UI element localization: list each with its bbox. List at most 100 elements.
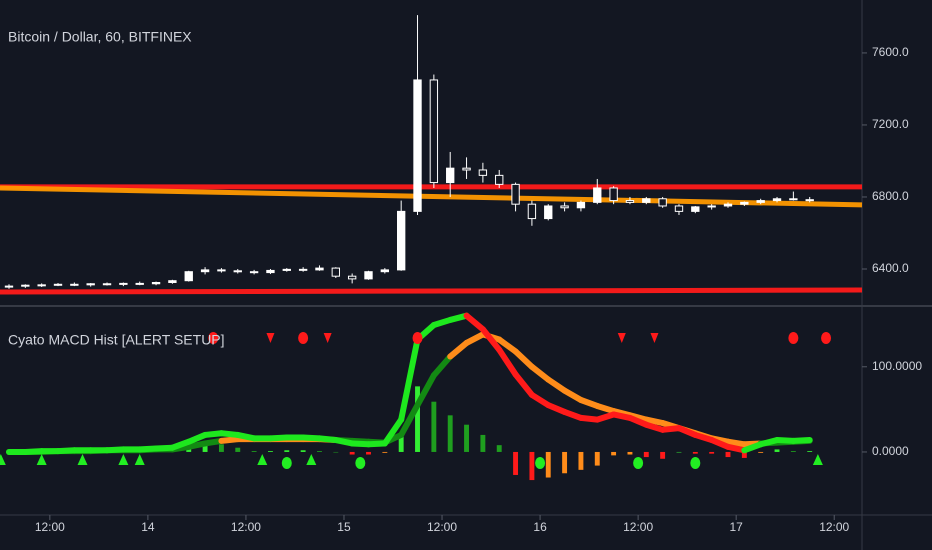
y-tick-label: 7200.0 bbox=[872, 117, 909, 131]
candle-body bbox=[789, 198, 798, 201]
histogram-bar bbox=[562, 451, 568, 474]
level-line bbox=[0, 185, 863, 208]
macd-line-segment bbox=[790, 437, 813, 444]
sell-arrow bbox=[617, 333, 626, 343]
candle-body bbox=[674, 205, 684, 212]
level-line bbox=[0, 287, 863, 295]
histogram-bar bbox=[496, 445, 502, 452]
buy-dot bbox=[281, 457, 292, 469]
candle-body bbox=[347, 275, 357, 280]
sell-dot bbox=[788, 332, 799, 344]
indicator-title: Cyato MACD Hist [ALERT SETUP] bbox=[8, 332, 225, 348]
histogram-bar bbox=[251, 451, 257, 452]
x-tick-label: 12:00 bbox=[231, 520, 261, 534]
buy-arrow bbox=[118, 454, 129, 465]
buy-arrow bbox=[812, 454, 823, 465]
candle-body bbox=[397, 210, 406, 271]
histogram-bar bbox=[202, 443, 208, 452]
x-tick-label: 14 bbox=[141, 520, 155, 534]
histogram-bar bbox=[431, 401, 437, 452]
candle-body bbox=[200, 269, 210, 273]
candle-body bbox=[282, 268, 291, 271]
sell-dot bbox=[821, 332, 832, 344]
macd-line-segment bbox=[528, 363, 552, 383]
candle-body bbox=[86, 283, 95, 286]
buy-arrow bbox=[257, 454, 268, 465]
histogram-bar bbox=[660, 451, 666, 459]
macd-line-segment bbox=[479, 326, 503, 353]
histogram-bar bbox=[627, 451, 633, 455]
buy-arrow bbox=[36, 454, 47, 465]
candle-body bbox=[53, 283, 63, 286]
candle-body bbox=[4, 285, 14, 288]
candle-body bbox=[37, 284, 46, 287]
candle-body bbox=[723, 203, 733, 207]
buy-arrow bbox=[0, 454, 6, 465]
histogram-bar bbox=[382, 451, 388, 453]
candle-body bbox=[233, 270, 242, 273]
candle-body bbox=[772, 198, 782, 202]
y-tick-label: 6800.0 bbox=[872, 189, 909, 203]
y-tick-label: 7600.0 bbox=[872, 45, 909, 59]
macd-line-segment bbox=[496, 336, 519, 355]
candle-body bbox=[756, 200, 765, 203]
y-tick-label: 6400.0 bbox=[872, 261, 909, 275]
candle-body bbox=[691, 206, 700, 212]
candle-body bbox=[168, 280, 177, 283]
sell-arrow bbox=[650, 333, 659, 343]
histogram-bar bbox=[349, 451, 355, 455]
macd-line-segment bbox=[463, 312, 486, 333]
y-tick-label: 0.0000 bbox=[872, 444, 909, 458]
macd-line-segment bbox=[561, 387, 584, 403]
macd-line-segment bbox=[463, 331, 486, 346]
histogram-bar bbox=[594, 451, 600, 466]
histogram-bar bbox=[447, 415, 453, 452]
indicator-pane: 0.0000 100.0000 12:00 14 12:00 15 12:00 16 12:00… bbox=[0, 312, 922, 534]
chart-title: Bitcoin / Dollar, 60, BITFINEX bbox=[8, 29, 192, 45]
macd-line-segment bbox=[528, 391, 552, 409]
candle-body bbox=[446, 167, 455, 184]
candle-body bbox=[527, 203, 537, 220]
macd-line-segment bbox=[430, 353, 454, 379]
histogram-bar bbox=[774, 449, 780, 452]
candle-body bbox=[642, 198, 651, 203]
histogram-bar bbox=[545, 451, 551, 478]
candle-body bbox=[462, 167, 471, 171]
histogram-bar bbox=[267, 451, 273, 452]
buy-dot bbox=[535, 457, 546, 469]
candle-body bbox=[21, 284, 30, 287]
histogram-bar bbox=[611, 451, 617, 456]
histogram-bar bbox=[464, 424, 469, 452]
candle-body bbox=[593, 187, 602, 203]
x-tick-label: 17 bbox=[729, 520, 743, 534]
y-tick-label: 100.0000 bbox=[872, 359, 922, 373]
candle-body bbox=[315, 267, 324, 271]
sell-arrow bbox=[323, 333, 332, 343]
histogram-bar bbox=[300, 450, 306, 452]
histogram-bar bbox=[333, 451, 339, 453]
candle-body bbox=[658, 198, 667, 207]
histogram-bar bbox=[218, 444, 224, 452]
x-tick-label: 16 bbox=[533, 520, 547, 534]
macd-line-segment bbox=[381, 416, 405, 447]
candle-body bbox=[625, 200, 635, 203]
candle-body bbox=[380, 269, 390, 273]
candle-body bbox=[331, 267, 340, 277]
candle-body bbox=[151, 281, 161, 285]
candle-body bbox=[544, 205, 553, 220]
histogram-bar bbox=[415, 386, 420, 452]
candle-body bbox=[184, 271, 193, 282]
macd-line-segment bbox=[545, 376, 568, 394]
buy-dot bbox=[633, 457, 644, 469]
sell-dot bbox=[298, 332, 309, 344]
candle-body bbox=[70, 283, 79, 286]
x-tick-label: 12:00 bbox=[819, 520, 849, 534]
candle-body bbox=[707, 205, 716, 208]
histogram-bar bbox=[725, 451, 731, 458]
candle-body bbox=[478, 169, 488, 176]
candle-body bbox=[511, 183, 520, 205]
histogram-bar bbox=[317, 451, 322, 452]
candle-body bbox=[576, 201, 586, 209]
